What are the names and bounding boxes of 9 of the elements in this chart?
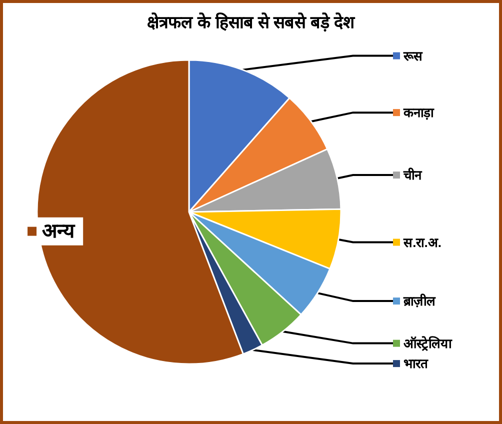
chart-title: क्षेत्रफल के हिसाब से सबसे बड़े देश	[146, 12, 356, 32]
legend-label: चीन	[402, 168, 423, 183]
legend-label: भारत	[404, 356, 429, 372]
legend-label: रूस	[402, 48, 424, 64]
legend-label: ऑस्ट्रेलिया	[404, 336, 453, 352]
legend-label: अन्य	[42, 220, 76, 242]
legend-label: कनाड़ा	[402, 105, 435, 120]
legend-label: स.रा.अ.	[402, 234, 442, 250]
legend-label: ब्राज़ील	[402, 294, 437, 309]
